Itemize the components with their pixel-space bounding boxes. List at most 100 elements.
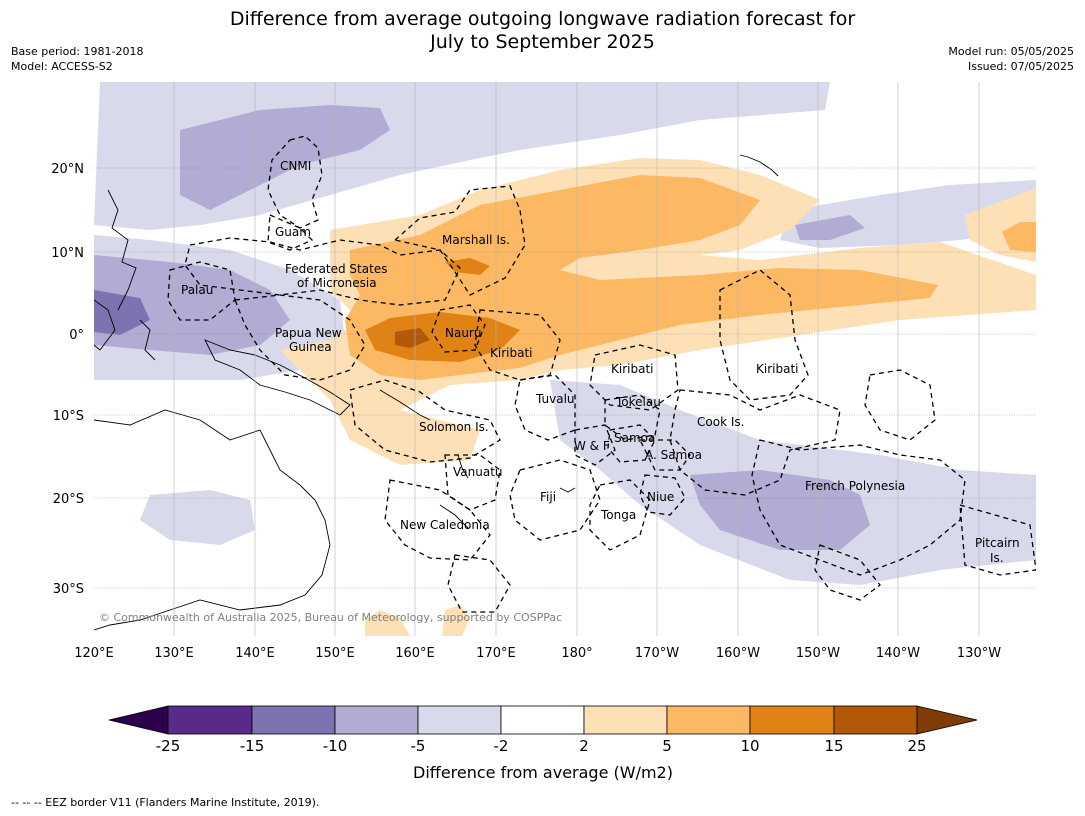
eez-cook (669, 389, 841, 496)
lon-label-120e: 120°E (74, 646, 114, 661)
lat-label-10n: 10°N (51, 246, 84, 261)
colorbar-tick: 10 (740, 737, 759, 755)
eez-solomon (349, 379, 501, 463)
base-period: Base period: 1981-2018 (11, 45, 144, 58)
lon-label-170e: 170°E (476, 646, 516, 661)
place-labels: CNMI Guam Marshall Is. Federated States … (181, 159, 1020, 565)
colorbar-arrow-low (108, 705, 169, 735)
coastline-borneo (94, 299, 116, 351)
graticule (94, 167, 1036, 589)
lat-label-20s: 20°S (53, 492, 84, 507)
label-new-caledonia: New Caledonia (400, 518, 490, 532)
coastline-new-caledonia (439, 504, 469, 529)
eez-american-samoa (638, 439, 691, 471)
eez-tonga (589, 479, 651, 551)
coastline-hawaii (739, 154, 779, 177)
southwest-light-purple (140, 490, 255, 545)
south-light-orange-patch (365, 610, 410, 636)
label-kiribati-west: Kiribati (490, 346, 532, 360)
lon-label-150e: 150°E (315, 646, 355, 661)
northeast-purple-core (795, 215, 865, 240)
equatorial-dark-orange (365, 312, 520, 362)
graticule-meridians (173, 82, 980, 636)
eez-pitcairn (959, 504, 1036, 576)
longitude-labels: 120°E 130°E 140°E 150°E 160°E 170°E 180°… (74, 646, 1001, 661)
colorbar-label: Difference from average (W/m2) (413, 763, 673, 782)
lon-label-150w: 150°W (796, 646, 840, 661)
colorbar-segment (334, 705, 419, 735)
far-east-orange (1002, 222, 1036, 252)
eez-vanuatu (444, 454, 501, 511)
southeast-purple-core (690, 470, 870, 550)
coastline-philippines (107, 189, 137, 311)
colorbar-segment (583, 705, 668, 735)
label-american-samoa: A. Samoa (645, 448, 702, 462)
positive-anomaly-regions (280, 158, 1036, 636)
footnote-eez: -- -- -- EEZ border V11 (Flanders Marine… (11, 796, 320, 809)
label-marshall: Marshall Is. (442, 233, 510, 247)
eez-clipperton-area (864, 369, 936, 441)
eez-south-extra (814, 544, 881, 601)
eez-wallis-futuna (574, 424, 616, 466)
eez-palau (167, 261, 236, 321)
coastlines (94, 154, 779, 631)
label-pitcairn-1: Pitcairn (975, 536, 1020, 550)
colorbar-segment (167, 705, 253, 735)
colorbar-tick: 2 (579, 737, 589, 755)
label-fsm-2: of Micronesia (297, 276, 377, 290)
colorbar: -25 -15 -10 -5 -2 2 5 10 15 25 Differenc… (108, 705, 978, 782)
issue-date: Issued: 07/05/2025 (967, 60, 1074, 73)
colorbar-tick: -15 (240, 737, 265, 755)
lat-label-30s: 30°S (53, 582, 84, 597)
lon-label-160e: 160°E (395, 646, 435, 661)
label-kiribati-central: Kiribati (611, 362, 653, 376)
colorbar-tick: -5 (411, 737, 426, 755)
lon-label-140w: 140°W (876, 646, 920, 661)
lat-label-10s: 10°S (53, 409, 84, 424)
lon-label-160w: 160°W (716, 646, 760, 661)
label-palau: Palau (181, 283, 213, 297)
eez-borders (167, 135, 1036, 613)
label-cnmi: CNMI (280, 159, 311, 173)
label-png-2: Guinea (289, 340, 332, 354)
coastline-australia (94, 409, 331, 631)
title-line-1: Difference from average outgoing longwav… (229, 8, 856, 30)
latitude-labels: 20°N 10°N 0° 10°S 20°S 30°S (51, 162, 84, 597)
eez-guam (267, 214, 314, 251)
northwest-purple-core (180, 105, 390, 210)
copyright-notice: © Commonwealth of Australia 2025, Bureau… (99, 611, 562, 624)
eez-png (234, 294, 366, 381)
label-tuvalu: Tuvalu (535, 392, 575, 406)
south-light-orange-patch-2 (442, 605, 470, 636)
label-kiribati-east: Kiribati (756, 362, 798, 376)
lat-label-20n: 20°N (51, 162, 84, 177)
eez-new-caledonia (384, 479, 491, 561)
coastline-sulawesi (139, 319, 156, 361)
colorbar-tick: -10 (323, 737, 348, 755)
map-panel: CNMI Guam Marshall Is. Federated States … (94, 82, 1036, 636)
label-tonga: Tonga (600, 508, 636, 522)
colorbar-segment (666, 705, 751, 735)
west-dark-purple (94, 290, 150, 335)
label-vanuatu: Vanuatu (453, 465, 503, 479)
negative-anomaly-regions (94, 82, 1036, 585)
lat-label-0: 0° (69, 328, 84, 343)
colorbar-segment (833, 705, 918, 735)
lon-label-170w: 170°W (635, 646, 679, 661)
lon-label-140e: 140°E (235, 646, 275, 661)
colorbar-arrow-high (916, 705, 978, 735)
label-guam: Guam (275, 225, 311, 239)
coastline-solomon (379, 389, 431, 421)
coastline-fiji (559, 487, 576, 493)
lon-label-180: 180° (561, 646, 592, 661)
eez-kiribati-line (719, 269, 809, 401)
lon-label-130w: 130°W (957, 646, 1001, 661)
label-cook: Cook Is. (697, 415, 744, 429)
label-samoa: Samoa (614, 431, 655, 445)
colorbar-segment (500, 705, 585, 735)
eez-samoa (607, 424, 656, 463)
meta-left: Base period: 1981-2018 Model: ACCESS-S2 (11, 44, 143, 74)
eez-tuvalu (514, 374, 576, 441)
meta-right: Model run: 05/05/2025 Issued: 07/05/2025 (948, 44, 1074, 74)
